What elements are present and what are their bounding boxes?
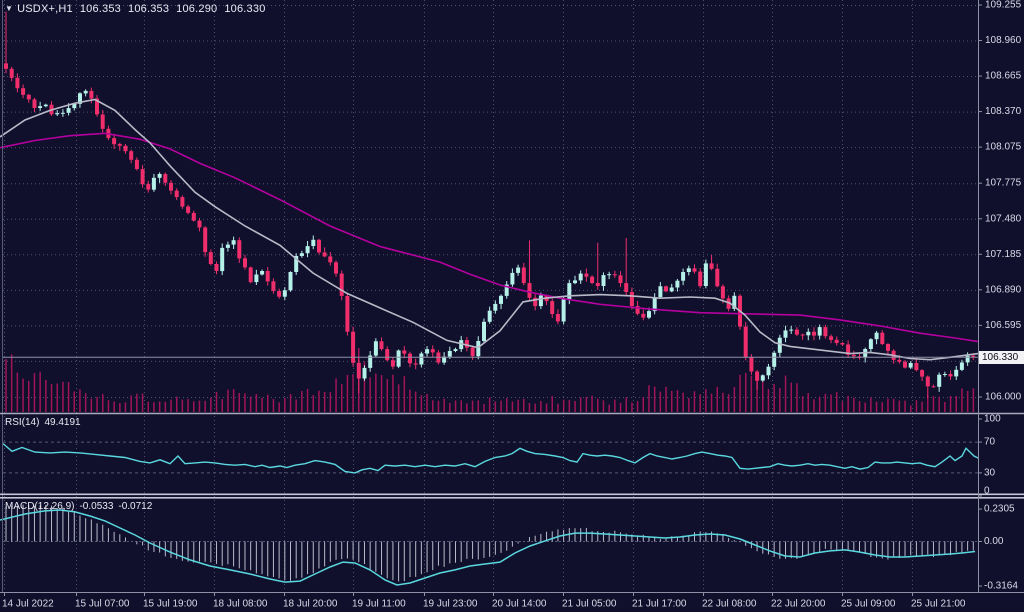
ma-slow-line — [0, 132, 979, 343]
rsi-axis-label: 0 — [984, 486, 990, 497]
ohlc-close: 106.330 — [224, 3, 266, 15]
macd-main-value: -0.0533 — [79, 501, 114, 512]
time-axis-label: 20 Jul 14:00 — [492, 599, 547, 610]
symbol-dropdown-icon[interactable]: ▼ — [5, 4, 14, 13]
rsi-line — [2, 443, 979, 474]
rsi-axis-label: 100 — [984, 414, 1001, 425]
pane-separator-main-rsi[interactable] — [0, 412, 1024, 415]
price-axis-label: 106.000 — [985, 391, 1022, 402]
rsi-name: RSI(14) — [5, 417, 40, 428]
time-axis-label: 21 Jul 17:00 — [632, 599, 687, 610]
macd-axis[interactable]: 0.2305 0.00 -0.3164 — [978, 504, 1018, 592]
time-axis-label: 15 Jul 07:00 — [75, 599, 130, 610]
time-axis-label: 18 Jul 20:00 — [283, 599, 338, 610]
macd-axis-label: 0.2305 — [984, 504, 1015, 515]
rsi-value: 49.4191 — [44, 417, 81, 428]
price-axis-label: 106.890 — [985, 284, 1022, 295]
rsi-axis-label: 70 — [984, 437, 996, 448]
price-axis-label: 108.960 — [985, 35, 1022, 46]
time-axis-label: 25 Jul 09:00 — [841, 599, 896, 610]
ohlc-open: 106.353 — [79, 3, 121, 15]
time-axis-label: 22 Jul 20:00 — [771, 599, 826, 610]
price-axis-label: 107.775 — [985, 178, 1022, 189]
price-axis-label: 107.480 — [985, 213, 1022, 224]
ohlc-high: 106.353 — [128, 3, 170, 15]
grid — [3, 0, 978, 591]
rsi-axis[interactable]: 100 70 30 0 — [978, 414, 1001, 497]
price-axis-label: 108.370 — [985, 106, 1022, 117]
price-axis-label: 109.255 — [985, 0, 1022, 11]
ma-fast-line — [0, 98, 979, 361]
price-axis-label: 106.595 — [985, 320, 1022, 331]
macd-axis-label: 0.00 — [984, 536, 1004, 547]
time-axis-label: 19 Jul 11:00 — [352, 599, 406, 610]
ohlc-low: 106.290 — [176, 3, 218, 15]
time-axis-label: 25 Jul 21:00 — [911, 599, 966, 610]
time-axis[interactable]: 14 Jul 2022 15 Jul 07:00 15 Jul 19:00 18 Ju… — [2, 592, 966, 610]
pane-separator-rsi-macd[interactable] — [0, 493, 1024, 499]
current-price-label: 106.330 — [979, 351, 1024, 364]
time-axis-label: 21 Jul 05:00 — [562, 599, 617, 610]
macd-name: MACD(12,26,9) — [5, 501, 75, 512]
rsi-axis-label: 30 — [984, 467, 996, 478]
macd-axis-label: -0.3164 — [984, 581, 1018, 592]
time-axis-label: 22 Jul 08:00 — [702, 599, 757, 610]
time-axis-label: 14 Jul 2022 — [2, 599, 54, 610]
volume-histogram — [5, 348, 975, 412]
rsi-indicator-label: RSI(14) 49.4191 — [5, 417, 81, 428]
symbol-header: ▼ USDX+,H1 106.353 106.353 106.290 106.330 — [5, 3, 266, 15]
macd-signal-value: -0.0712 — [118, 501, 153, 512]
price-axis-label: 107.185 — [985, 249, 1022, 260]
macd-indicator-label: MACD(12,26,9) -0.0533 -0.0712 — [5, 501, 152, 512]
time-axis-label: 19 Jul 23:00 — [423, 599, 478, 610]
indicator-levels — [3, 441, 978, 542]
price-axis-label: 108.665 — [985, 71, 1022, 82]
time-axis-label: 18 Jul 08:00 — [213, 599, 268, 610]
price-axis-label: 108.075 — [985, 142, 1022, 153]
macd-signal-line — [0, 509, 976, 586]
symbol-period-label: USDX+,H1 — [17, 3, 73, 15]
time-axis-label: 15 Jul 19:00 — [143, 599, 198, 610]
